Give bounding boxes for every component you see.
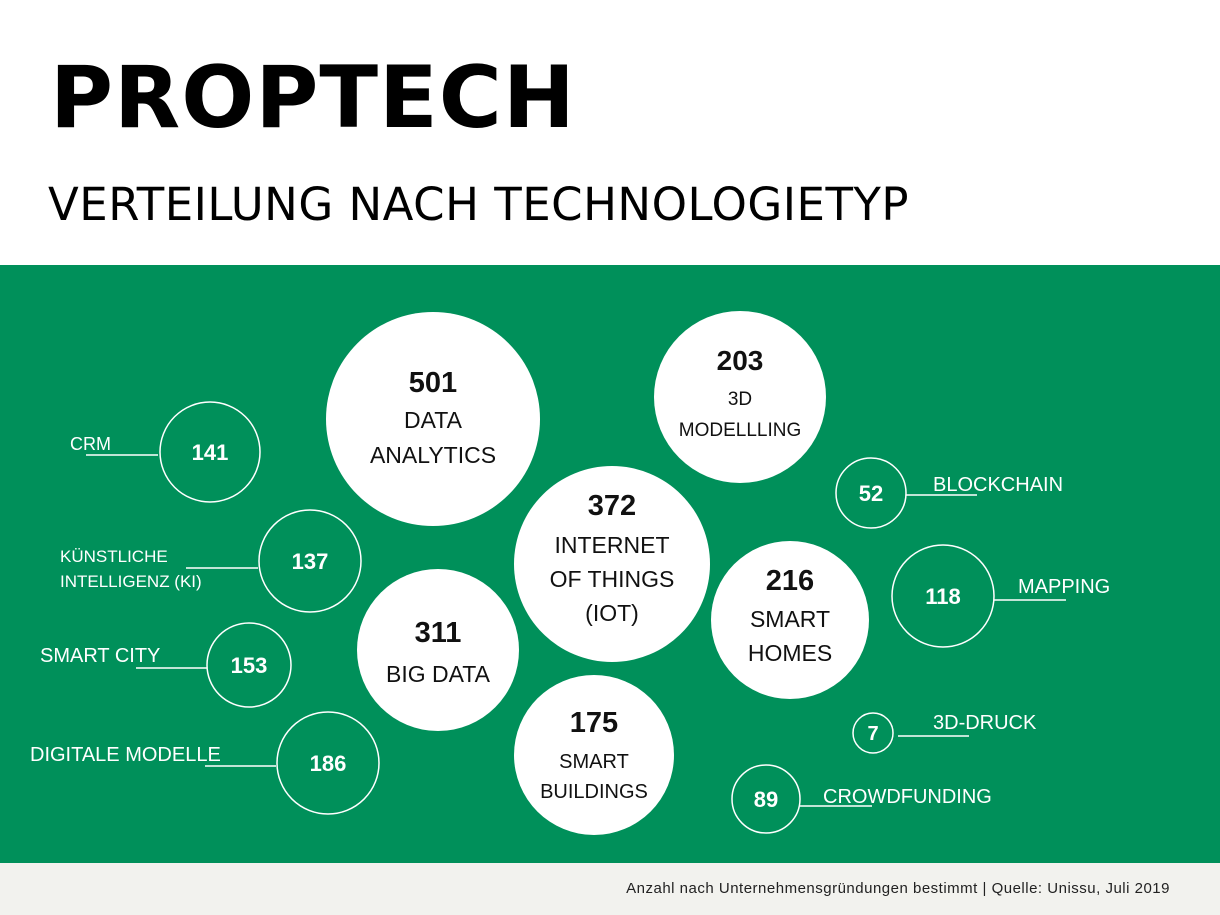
bubble-label-3d-druck: 3D-DRUCK [933, 712, 1037, 734]
bubble-label-3d-modellling: 3D [728, 389, 752, 410]
bubble-label-internet-of-things-iot: (IOT) [585, 600, 639, 626]
bubble-smart-homes [711, 541, 869, 699]
page-title: PROPTECH [50, 48, 576, 148]
bubble-value-digitale-modelle: 186 [310, 751, 347, 776]
bubble-label-crm: CRM [70, 434, 111, 454]
bubble-label-data-analytics: DATA [404, 407, 463, 433]
bubble-value-3d-druck: 7 [867, 723, 878, 745]
bubble-blockchain [835, 457, 907, 529]
bubble-3d-modellling [654, 311, 826, 483]
bubble-label-mapping: MAPPING [1018, 576, 1110, 598]
bubble-label-smart-city: SMART CITY [40, 645, 160, 667]
bubble-k-nstliche-intelligenz-ki [258, 509, 362, 613]
bubble-big-data [357, 569, 519, 731]
bubble-crowdfunding [731, 764, 801, 834]
bubble-smart-buildings [514, 675, 674, 835]
bubble-digitale-modelle [276, 711, 380, 815]
bubble-value-crowdfunding: 89 [754, 787, 778, 812]
bubble-value-3d-modellling: 203 [717, 345, 764, 376]
bubble-label-big-data: BIG DATA [386, 661, 491, 687]
bubble-crm [159, 401, 261, 503]
bubble-label-smart-buildings: BUILDINGS [540, 781, 648, 803]
page-subtitle: VERTEILUNG NACH TECHNOLOGIETYP [48, 178, 910, 231]
bubble-label-3d-modellling: MODELLLING [679, 420, 801, 441]
bubble-value-crm: 141 [192, 440, 229, 465]
bubble-label-k-nstliche-intelligenz-ki: INTELLIGENZ (KI) [60, 572, 202, 591]
bubble-value-blockchain: 52 [859, 481, 883, 506]
bubble-value-smart-buildings: 175 [570, 707, 618, 739]
bubble-value-smart-homes: 216 [766, 565, 814, 597]
bubble-3d-druck [852, 712, 894, 754]
bubble-mapping [891, 544, 995, 648]
bubble-label-internet-of-things-iot: INTERNET [555, 532, 670, 558]
bubble-value-k-nstliche-intelligenz-ki: 137 [292, 549, 329, 574]
footer-bar: Anzahl nach Unternehmensgründungen besti… [0, 863, 1220, 915]
bubble-label-data-analytics: ANALYTICS [370, 442, 496, 468]
bubble-value-mapping: 118 [925, 584, 961, 609]
bubble-value-data-analytics: 501 [409, 367, 457, 399]
bubble-label-smart-homes: SMART [750, 606, 830, 632]
bubble-label-internet-of-things-iot: OF THINGS [550, 566, 675, 592]
bubble-value-smart-city: 153 [231, 653, 268, 678]
bubble-label-smart-homes: HOMES [748, 640, 832, 666]
bubble-internet-of-things-iot [514, 466, 710, 662]
bubble-value-big-data: 311 [415, 617, 462, 649]
bubble-label-k-nstliche-intelligenz-ki: KÜNSTLICHE [60, 547, 168, 566]
bubble-label-blockchain: BLOCKCHAIN [933, 474, 1063, 496]
bubble-smart-city [206, 622, 292, 708]
bubble-value-internet-of-things-iot: 372 [588, 490, 636, 522]
bubble-label-smart-buildings: SMART [559, 751, 629, 773]
bubble-data-analytics [326, 312, 540, 526]
bubble-label-digitale-modelle: DIGITALE MODELLE [30, 744, 221, 766]
bubble-label-crowdfunding: CROWDFUNDING [823, 786, 992, 808]
source-note: Anzahl nach Unternehmensgründungen besti… [626, 880, 1170, 897]
